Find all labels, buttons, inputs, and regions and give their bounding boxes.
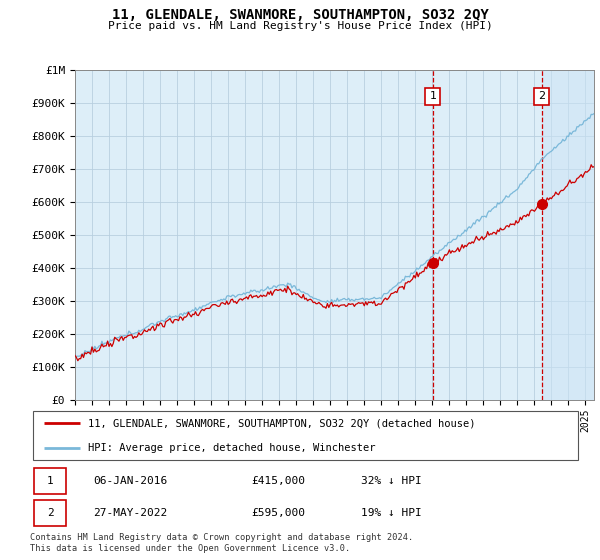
Text: 11, GLENDALE, SWANMORE, SOUTHAMPTON, SO32 2QY (detached house): 11, GLENDALE, SWANMORE, SOUTHAMPTON, SO3… xyxy=(88,418,475,428)
Text: 32% ↓ HPI: 32% ↓ HPI xyxy=(361,476,422,486)
Text: £415,000: £415,000 xyxy=(251,476,305,486)
Text: 2: 2 xyxy=(538,91,545,101)
Text: Price paid vs. HM Land Registry's House Price Index (HPI): Price paid vs. HM Land Registry's House … xyxy=(107,21,493,31)
Text: 1: 1 xyxy=(47,476,54,486)
Text: 2: 2 xyxy=(47,508,54,518)
Text: 19% ↓ HPI: 19% ↓ HPI xyxy=(361,508,422,518)
Text: £595,000: £595,000 xyxy=(251,508,305,518)
Text: 06-JAN-2016: 06-JAN-2016 xyxy=(94,476,168,486)
Text: 11, GLENDALE, SWANMORE, SOUTHAMPTON, SO32 2QY: 11, GLENDALE, SWANMORE, SOUTHAMPTON, SO3… xyxy=(112,8,488,22)
Text: 1: 1 xyxy=(430,91,436,101)
FancyBboxPatch shape xyxy=(34,468,67,494)
Bar xyxy=(542,70,594,400)
FancyBboxPatch shape xyxy=(34,500,67,526)
Text: HPI: Average price, detached house, Winchester: HPI: Average price, detached house, Winc… xyxy=(88,442,376,452)
Text: Contains HM Land Registry data © Crown copyright and database right 2024.
This d: Contains HM Land Registry data © Crown c… xyxy=(30,533,413,553)
Text: 27-MAY-2022: 27-MAY-2022 xyxy=(94,508,168,518)
FancyBboxPatch shape xyxy=(33,411,578,460)
